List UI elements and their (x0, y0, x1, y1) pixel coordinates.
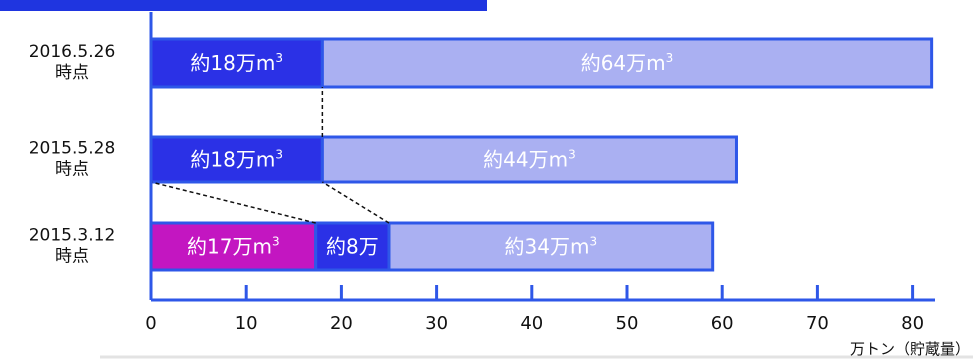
connectors-layer (150, 87, 390, 224)
bars-layer: 約18万m3 約64万m3 約18万m3 約44万m3 約17万m3 約8万 約34万m3 (149, 37, 934, 272)
bar-segment-label: 約17万m3 (187, 235, 280, 259)
x-tick-label: 80 (901, 313, 924, 334)
x-tick-label: 0 (145, 313, 156, 334)
header-band (0, 0, 487, 11)
x-tick-label: 30 (425, 313, 448, 334)
category-label: 2015.5.28 時点 (29, 139, 116, 180)
bar-segment (320, 135, 738, 184)
x-axis-unit-label: 万トン（貯蔵量） (850, 340, 970, 358)
x-tick-label: 50 (616, 313, 639, 334)
bar-segment-label: 約64万m3 (581, 51, 674, 75)
connector-line (150, 181, 316, 224)
x-tick-label: 10 (235, 313, 258, 334)
category-label: 2015.3.12 時点 (29, 226, 116, 267)
bar-segment-label: 約8万 (326, 235, 379, 259)
bar-segment-label: 約44万m3 (483, 148, 576, 172)
x-axis: 0 10 20 30 40 50 60 70 80 (145, 12, 935, 334)
category-labels: 2016.5.26 時点 2015.5.28 時点 2015.3.12 時点 (29, 42, 116, 267)
connector-line (321, 181, 390, 224)
bar-segment (387, 221, 715, 272)
category-label: 2016.5.26 時点 (29, 42, 116, 83)
bar-segment-label: 約18万m3 (190, 148, 283, 172)
bar-segment-label: 約34万m3 (505, 235, 598, 259)
x-tick-label: 40 (520, 313, 543, 334)
x-tick-label: 70 (806, 313, 829, 334)
bar-segment (320, 37, 934, 89)
x-tick-label: 20 (330, 313, 353, 334)
x-tick-label: 60 (711, 313, 734, 334)
bar-segment-label: 約18万m3 (190, 51, 283, 75)
